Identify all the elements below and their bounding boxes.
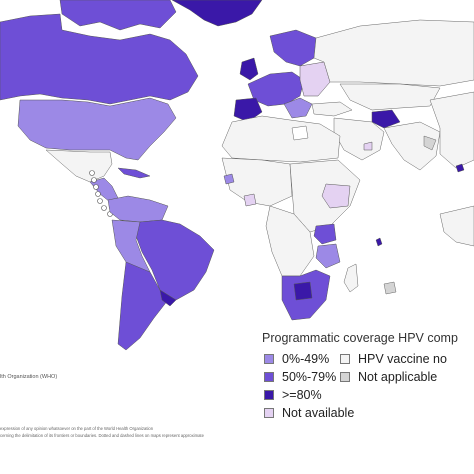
region-brazil xyxy=(135,219,215,301)
region-seychelles-mauritius xyxy=(375,237,383,247)
legend-label-0-49: 0%-49% xyxy=(282,352,330,366)
region-australia-fragment xyxy=(439,205,474,247)
region-russia xyxy=(313,19,474,87)
map-credit: lth Organization (WHO) xyxy=(0,374,58,380)
legend-item-not-introduced: HPV vaccine no xyxy=(340,352,447,366)
legend-swatch-not-applicable xyxy=(340,372,350,382)
region-uganda-kenya xyxy=(313,223,337,245)
region-usa xyxy=(17,97,177,161)
legend-label-not-introduced: HPV vaccine no xyxy=(358,352,447,366)
legend-label-not-applicable: Not applicable xyxy=(358,370,438,384)
region-southeast-asia-point xyxy=(455,163,465,173)
region-argentina-chile xyxy=(117,261,169,351)
region-uruguay xyxy=(159,289,177,307)
region-madagascar xyxy=(343,263,359,293)
region-turkey xyxy=(311,101,353,117)
region-caribbean xyxy=(117,167,151,179)
region-north-africa xyxy=(221,115,341,163)
region-canada xyxy=(0,13,199,105)
legend-swatch-80-plus xyxy=(264,390,274,400)
legend-label-50-79: 50%-79% xyxy=(282,370,337,384)
region-ethiopia xyxy=(321,183,351,209)
legend-label-80-plus: >=80% xyxy=(282,388,322,402)
legend-swatch-not-introduced xyxy=(340,354,350,364)
region-turkmenistan xyxy=(371,109,401,129)
legend-swatch-0-49 xyxy=(264,354,274,364)
region-iberia xyxy=(233,97,263,123)
legend-item-50-79: 50%-79% xyxy=(264,370,336,384)
region-scandinavia xyxy=(269,29,317,67)
region-east-asia xyxy=(429,91,474,169)
region-uk-ireland xyxy=(239,57,259,81)
region-colombia-venezuela xyxy=(107,195,169,223)
region-western-europe xyxy=(247,71,305,107)
legend-item-not-applicable: Not applicable xyxy=(340,370,437,384)
caribbean-callouts xyxy=(89,170,113,217)
region-botswana xyxy=(293,281,313,301)
legend-title: Programmatic coverage HPV comp xyxy=(262,331,458,345)
region-uae xyxy=(363,141,373,151)
region-west-africa xyxy=(221,157,293,207)
legend-item-80-plus: >=80% xyxy=(264,388,322,402)
region-senegal xyxy=(223,173,235,185)
region-arctic-canada xyxy=(59,0,177,31)
legend-label-not-available: Not available xyxy=(282,406,355,420)
region-central-asia xyxy=(339,83,441,111)
disclaimer-line-2: cerning the delimitation of its frontier… xyxy=(0,433,204,438)
disclaimer-line-1: expression of any opinion whatsoever on … xyxy=(0,426,154,431)
legend-swatch-not-available xyxy=(264,408,274,418)
region-balkans xyxy=(283,97,313,119)
region-island-gray xyxy=(383,281,397,295)
region-cote-divoire xyxy=(243,193,257,207)
region-asia-gray xyxy=(423,135,437,151)
region-greenland xyxy=(171,0,263,27)
region-libya xyxy=(291,125,309,141)
legend-item-not-available: Not available xyxy=(264,406,354,420)
region-tanzania xyxy=(315,243,341,269)
region-south-asia xyxy=(383,121,441,171)
legend-item-0-49: 0%-49% xyxy=(264,352,329,366)
region-mexico xyxy=(45,149,113,183)
legend-swatch-50-79 xyxy=(264,372,274,382)
